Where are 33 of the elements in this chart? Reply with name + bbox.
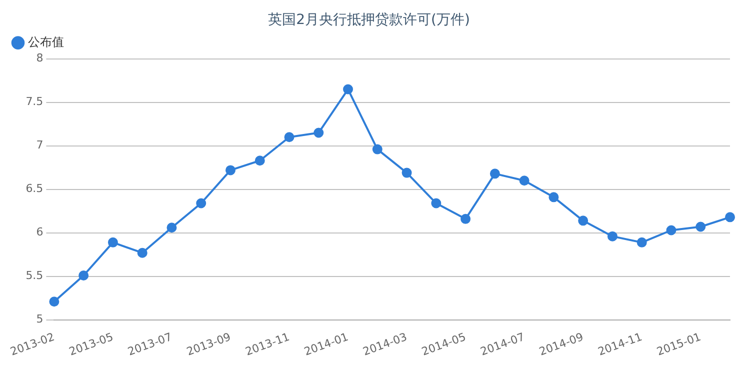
point — [666, 225, 676, 236]
point — [108, 237, 118, 248]
y-tick-label: 5 — [36, 312, 44, 326]
y-tick-label: 7.5 — [26, 95, 44, 108]
point — [166, 222, 177, 233]
point — [431, 198, 442, 208]
point — [402, 168, 412, 178]
point — [696, 222, 706, 232]
point — [314, 128, 324, 138]
point — [519, 176, 530, 186]
point — [254, 156, 265, 166]
point — [607, 231, 618, 242]
y-tick-label: 7 — [36, 138, 44, 152]
y-tick-label: 6.5 — [26, 182, 44, 196]
point — [460, 214, 471, 224]
point — [225, 165, 236, 176]
point — [49, 296, 60, 307]
point — [343, 84, 354, 94]
point — [578, 216, 588, 226]
point — [636, 237, 647, 248]
point — [490, 168, 500, 179]
y-tick-label: 8 — [36, 52, 44, 65]
point — [548, 192, 559, 202]
point — [196, 198, 206, 208]
point — [137, 248, 148, 258]
y-tick-label: 5.5 — [26, 269, 44, 282]
point — [725, 212, 735, 222]
y-tick-label: 6 — [36, 226, 44, 239]
point — [284, 132, 294, 142]
point — [372, 144, 382, 154]
chart-title: 英国2月央行抵押贷款许可(万件) — [268, 12, 470, 28]
point — [78, 270, 89, 280]
legend-label: 公布值 — [28, 34, 64, 49]
